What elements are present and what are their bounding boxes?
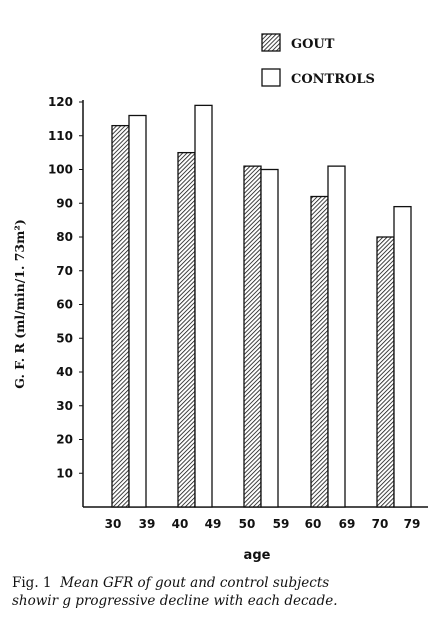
bars	[111, 104, 412, 508]
caption-line-1: Fig. 1 Mean GFR of gout and control subj…	[12, 574, 422, 592]
x-tick-label: 60	[305, 517, 322, 531]
bar-controls-5	[393, 205, 412, 508]
x-tick-label: 49	[205, 517, 222, 531]
bar-gout-5	[376, 236, 395, 508]
x-tick-label: 59	[273, 517, 290, 531]
legend-label-gout: GOUT	[291, 37, 335, 52]
bar-gout-4	[310, 195, 329, 508]
gfr-bar-chart: GOUT CONTROLS 10 20 30 40 50 60 70 80 90 100 110 12…	[12, 33, 428, 563]
caption-fig-label: Fig. 1	[12, 575, 52, 591]
caption-text-1: Mean GFR of gout and control subjects	[60, 575, 330, 591]
x-tick-label: 50	[239, 517, 256, 531]
y-tick-label: 50	[56, 331, 73, 345]
legend-swatch-gout	[261, 33, 281, 52]
x-tick-label: 79	[404, 517, 421, 531]
bar-gout-3	[243, 165, 262, 508]
x-tick-labels: 30 39 40 49 50 59 60 69 70 79	[105, 517, 421, 531]
x-tick-label: 30	[105, 517, 122, 531]
y-axis-label: G. F. R (ml/min/1. 73m²)	[12, 219, 27, 389]
y-tick-label: 120	[48, 95, 73, 109]
bar-controls-3	[260, 168, 279, 508]
y-tick-label: 70	[56, 264, 73, 278]
y-tick-label: 80	[56, 230, 73, 244]
y-tick-labels: 10 20 30 40 50 60 70 80 90 100 110 120	[48, 95, 83, 480]
legend-label-controls: CONTROLS	[291, 72, 375, 87]
y-tick-label: 110	[48, 129, 73, 143]
bar-gout-1	[111, 124, 130, 508]
y-tick-label: 30	[56, 399, 73, 413]
x-tick-label: 40	[172, 517, 189, 531]
x-axis-label: age	[244, 548, 271, 563]
y-tick-label: 100	[48, 163, 73, 177]
y-tick-label: 20	[56, 433, 73, 447]
figure-caption: Fig. 1 Mean GFR of gout and control subj…	[12, 574, 422, 610]
x-tick-label: 70	[372, 517, 389, 531]
bar-gout-2	[177, 151, 196, 508]
y-tick-label: 40	[56, 365, 73, 379]
caption-text-2: showir g progressive decline with each d…	[12, 593, 338, 609]
bar-controls-1	[128, 114, 147, 508]
legend: GOUT CONTROLS	[261, 33, 375, 87]
x-tick-label: 69	[339, 517, 356, 531]
caption-line-2: showir g progressive decline with each d…	[12, 592, 422, 610]
y-tick-label: 10	[56, 466, 73, 480]
x-tick-label: 39	[139, 517, 156, 531]
y-tick-label: 90	[56, 196, 73, 210]
legend-swatch-controls	[261, 68, 281, 87]
bar-controls-4	[327, 165, 346, 508]
bar-controls-2	[194, 104, 213, 508]
y-tick-label: 60	[56, 298, 73, 312]
